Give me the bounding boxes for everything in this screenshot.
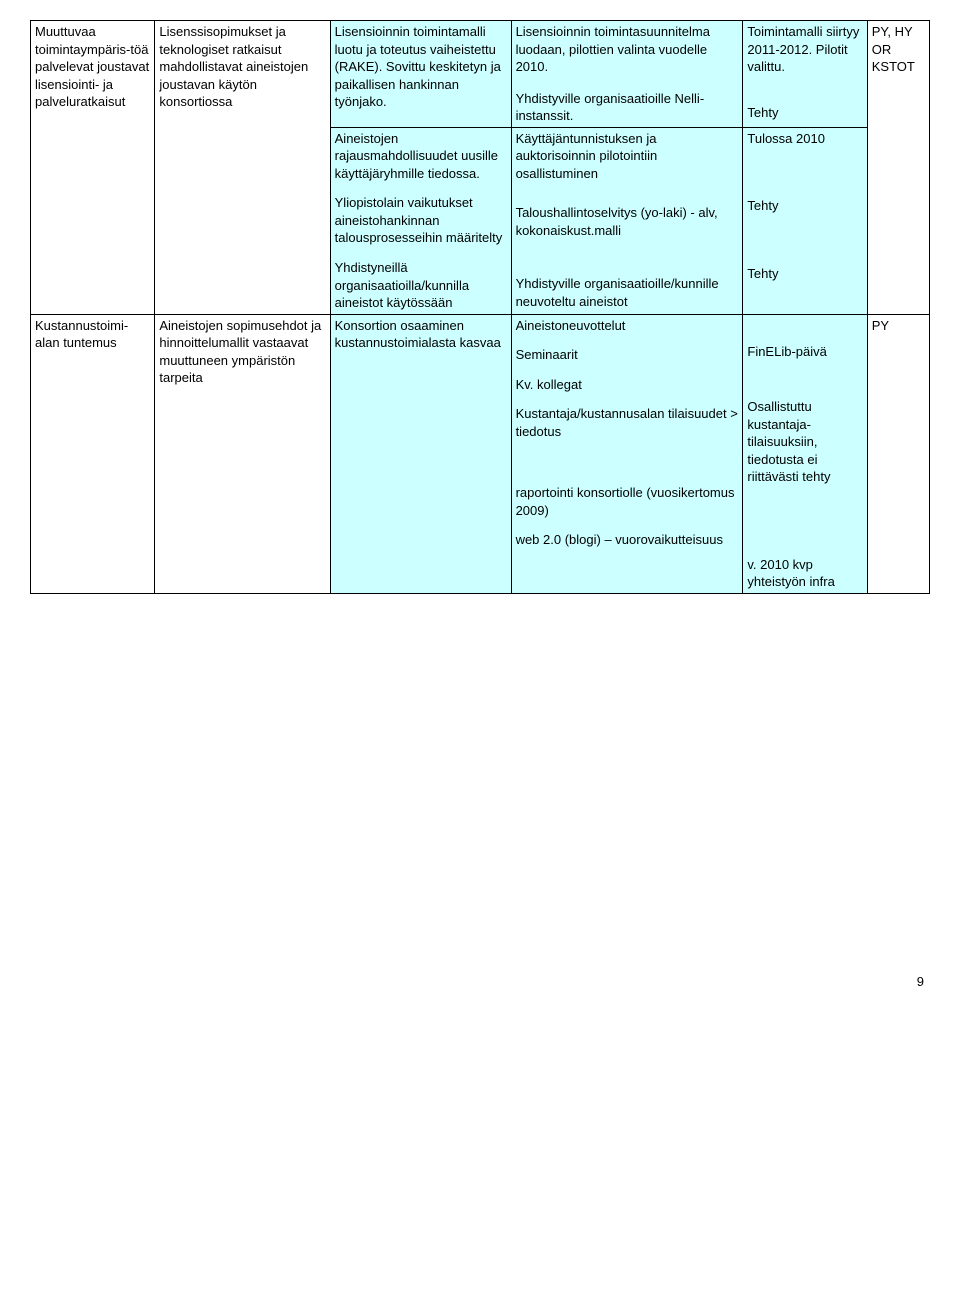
cell: PY xyxy=(867,314,929,593)
cell-text: v. 2010 kvp yhteistyön infra xyxy=(747,556,862,591)
cell-text xyxy=(747,317,862,331)
data-table: Muuttuvaa toimintaympäris-töä palvelevat… xyxy=(30,20,930,594)
cell-text: Kustantaja/kustannusalan tilaisuudet > t… xyxy=(516,405,739,440)
cell: Muuttuvaa toimintaympäris-töä palvelevat… xyxy=(31,21,155,315)
cell-text xyxy=(747,516,862,544)
cell: Konsortion osaaminen kustannustoimialast… xyxy=(330,314,511,593)
cell-text: Aineistojen rajausmahdollisuudet uusille… xyxy=(335,130,507,183)
cell-text: Tehty xyxy=(747,197,862,215)
cell-text: Tehty xyxy=(747,265,862,283)
cell: Lisensioinnin toimintasuunnitelma luodaa… xyxy=(511,21,743,128)
cell-text: web 2.0 (blogi) – vuorovaikutteisuus xyxy=(516,531,739,549)
cell-text: Aineistoneuvottelut xyxy=(516,317,739,335)
cell-text: Tulossa 2010 xyxy=(747,130,862,148)
cell: Aineistojen sopimusehdot ja hinnoittelum… xyxy=(155,314,330,593)
cell-text: Yhdistyville organisaatioille Nelli-inst… xyxy=(516,90,739,125)
cell-text: Taloushallintoselvitys (yo-laki) - alv, … xyxy=(516,204,739,239)
cell: Tulossa 2010 Tehty Tehty xyxy=(743,127,867,314)
cell-text: Yliopistolain vaikutukset aineistohankin… xyxy=(335,194,507,247)
cell-text: Toimintamalli siirtyy 2011-2012. Pilotit… xyxy=(747,23,862,76)
cell: Lisensioinnin toimintamalli luotu ja tot… xyxy=(330,21,511,128)
cell-text: Kv. kollegat xyxy=(516,376,739,394)
cell-text: Lisensioinnin toimintasuunnitelma luodaa… xyxy=(516,23,739,76)
cell-text: Osallistuttu kustantaja-tilaisuuksiin, t… xyxy=(747,398,862,486)
page-number: 9 xyxy=(30,974,930,989)
cell: Käyttäjäntunnistuksen ja auktorisoinnin … xyxy=(511,127,743,314)
cell-text: Käyttäjäntunnistuksen ja auktorisoinnin … xyxy=(516,130,739,183)
cell-text: Tehty xyxy=(747,104,862,122)
cell-text: Yhdistyneillä organisaatioilla/kunnilla … xyxy=(335,259,507,312)
cell: FinELib-päivä Osallistuttu kustantaja-ti… xyxy=(743,314,867,593)
table-row: Muuttuvaa toimintaympäris-töä palvelevat… xyxy=(31,21,930,128)
cell: Aineistoneuvottelut Seminaarit Kv. kolle… xyxy=(511,314,743,593)
cell-text: Yhdistyville organisaatioille/kunnille n… xyxy=(516,275,739,310)
cell: Lisenssisopimukset ja teknologiset ratka… xyxy=(155,21,330,315)
cell: PY, HY OR KSTOT xyxy=(867,21,929,315)
cell-text: FinELib-päivä xyxy=(747,343,862,361)
cell: Toimintamalli siirtyy 2011-2012. Pilotit… xyxy=(743,21,867,128)
cell: Aineistojen rajausmahdollisuudet uusille… xyxy=(330,127,511,314)
table-row: Kustannustoimi-alan tuntemus Aineistojen… xyxy=(31,314,930,593)
cell-text: Seminaarit xyxy=(516,346,739,364)
cell-text: raportointi konsortiolle (vuosikertomus … xyxy=(516,484,739,519)
cell-text xyxy=(747,372,862,386)
cell: Kustannustoimi-alan tuntemus xyxy=(31,314,155,593)
